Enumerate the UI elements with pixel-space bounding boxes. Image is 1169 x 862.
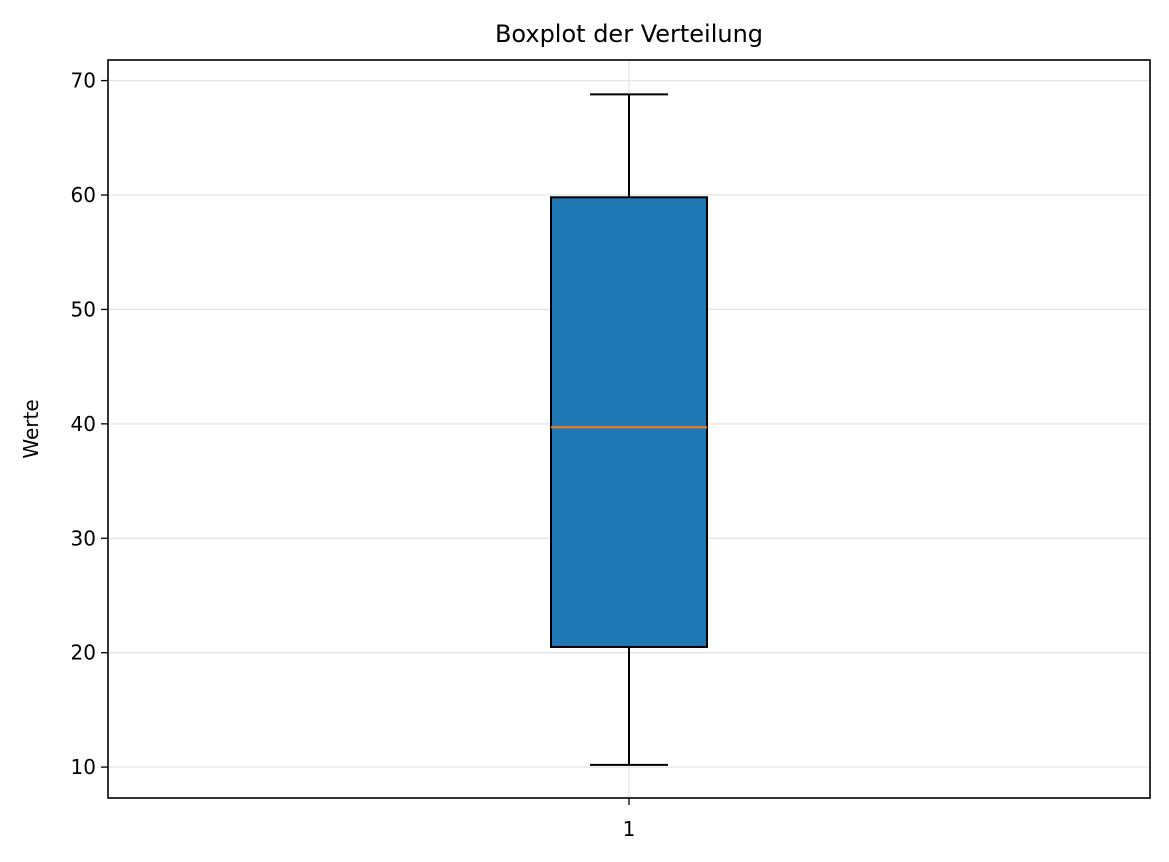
- box-iqr: [550, 196, 708, 648]
- y-tick-label: 30: [71, 526, 96, 550]
- y-axis-label: Werte: [19, 399, 43, 458]
- box-layer: [550, 93, 708, 766]
- x-tick-label: 1: [623, 817, 636, 841]
- x-axis: 1: [623, 798, 636, 841]
- y-tick-label: 10: [71, 755, 96, 779]
- y-tick-label: 70: [71, 69, 96, 93]
- chart-title: Boxplot der Verteilung: [495, 20, 763, 48]
- y-tick-label: 40: [71, 412, 96, 436]
- y-tick-label: 20: [71, 641, 96, 665]
- y-tick-label: 60: [71, 183, 96, 207]
- y-tick-label: 50: [71, 297, 96, 321]
- y-axis: 10 20 30 40 50 60 70: [71, 69, 108, 779]
